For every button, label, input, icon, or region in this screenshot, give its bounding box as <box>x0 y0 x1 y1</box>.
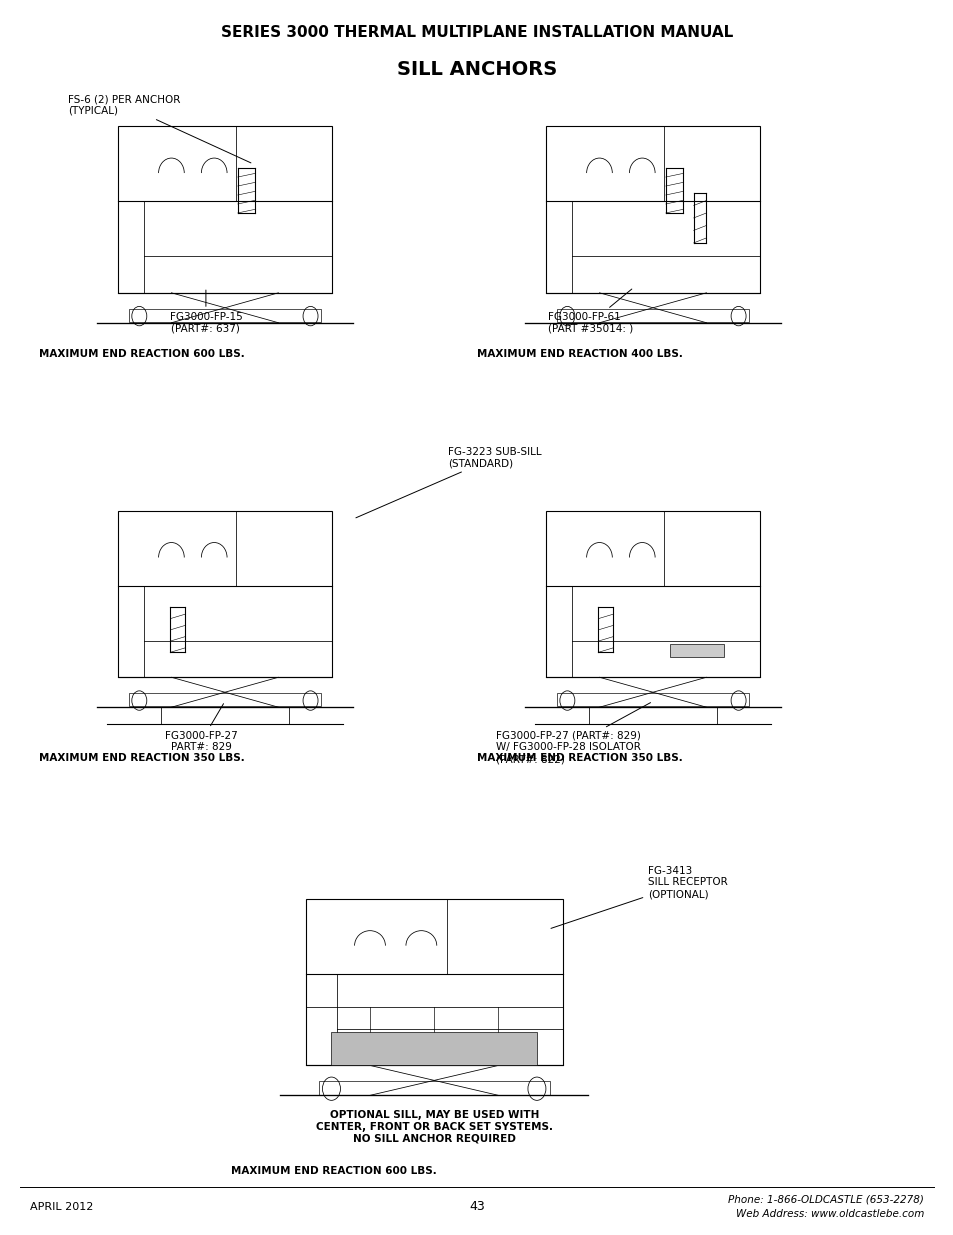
Text: APRIL 2012: APRIL 2012 <box>30 1202 93 1212</box>
Text: FG-3413
SILL RECEPTOR
(OPTIONAL): FG-3413 SILL RECEPTOR (OPTIONAL) <box>551 866 727 929</box>
Text: MAXIMUM END REACTION 400 LBS.: MAXIMUM END REACTION 400 LBS. <box>476 348 682 359</box>
Text: MAXIMUM END REACTION 350 LBS.: MAXIMUM END REACTION 350 LBS. <box>39 753 245 763</box>
Bar <box>129 309 321 322</box>
Text: SERIES 3000 THERMAL MULTIPLANE INSTALLATION MANUAL: SERIES 3000 THERMAL MULTIPLANE INSTALLAT… <box>221 25 732 40</box>
Text: OPTIONAL SILL, MAY BE USED WITH
CENTER, FRONT OR BACK SET SYSTEMS.
NO SILL ANCHO: OPTIONAL SILL, MAY BE USED WITH CENTER, … <box>315 1110 552 1144</box>
Bar <box>306 899 562 1066</box>
Text: FG3000-FP-61
(PART #35014: ): FG3000-FP-61 (PART #35014: ) <box>548 289 633 333</box>
Text: 43: 43 <box>469 1200 484 1213</box>
Bar <box>545 511 760 677</box>
Text: MAXIMUM END REACTION 350 LBS.: MAXIMUM END REACTION 350 LBS. <box>476 753 682 763</box>
Text: SILL ANCHORS: SILL ANCHORS <box>396 59 557 79</box>
Bar <box>118 511 332 677</box>
Bar <box>669 643 722 657</box>
Text: Web Address: www.oldcastlebe.com: Web Address: www.oldcastlebe.com <box>735 1209 923 1219</box>
Bar <box>557 309 748 322</box>
Bar <box>129 693 321 706</box>
Bar <box>118 126 332 293</box>
Bar <box>545 126 760 293</box>
Text: FG3000-FP-27
PART#: 829: FG3000-FP-27 PART#: 829 <box>165 704 237 752</box>
Bar <box>331 1032 537 1066</box>
Text: MAXIMUM END REACTION 600 LBS.: MAXIMUM END REACTION 600 LBS. <box>232 1166 436 1176</box>
Bar <box>557 693 748 706</box>
Bar <box>318 1081 549 1094</box>
Text: FG-3223 SUB-SILL
(STANDARD): FG-3223 SUB-SILL (STANDARD) <box>355 447 541 517</box>
Text: FS-6 (2) PER ANCHOR
(TYPICAL): FS-6 (2) PER ANCHOR (TYPICAL) <box>68 94 251 163</box>
Text: FG3000-FP-15
(PART#: 637): FG3000-FP-15 (PART#: 637) <box>170 290 242 333</box>
Text: FG3000-FP-27 (PART#: 829)
W/ FG3000-FP-28 ISOLATOR
(PART#: 822): FG3000-FP-27 (PART#: 829) W/ FG3000-FP-2… <box>496 703 650 764</box>
Text: Phone: 1-866-OLDCASTLE (653-2278): Phone: 1-866-OLDCASTLE (653-2278) <box>727 1194 923 1204</box>
Text: MAXIMUM END REACTION 600 LBS.: MAXIMUM END REACTION 600 LBS. <box>39 348 245 359</box>
